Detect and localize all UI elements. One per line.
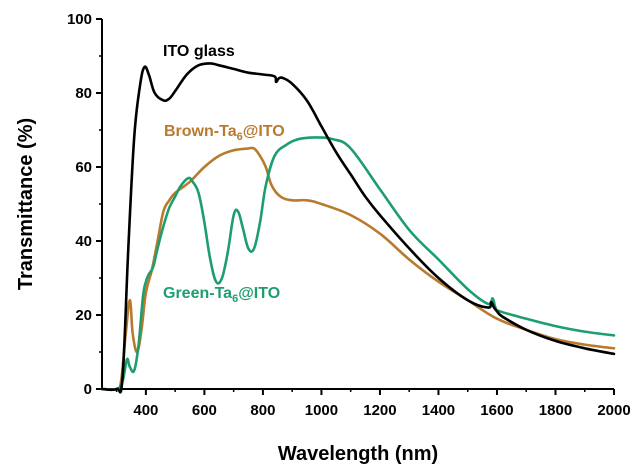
x-tick-label: 1200 (363, 402, 396, 419)
series-lines (100, 62, 616, 394)
series-line-0 (100, 62, 616, 394)
x-tick-label: 800 (250, 402, 275, 419)
y-tick-label: 100 (67, 11, 92, 28)
x-tick-label: 600 (192, 402, 217, 419)
series-line-2 (100, 136, 616, 391)
y-tick-label: 40 (75, 233, 92, 250)
series-labels: ITO glass Brown-Ta6@ITO Green-Ta6@ITO (163, 43, 285, 305)
x-tick-label: 1000 (305, 402, 338, 419)
x-axis-title: Wavelength (nm) (278, 443, 438, 464)
y-ticks: 0 20 40 60 80 100 (67, 11, 102, 398)
x-ticks: 400 600 800 1000 1200 1400 1600 1800 2000 (115, 389, 631, 419)
series-label-green: Green-Ta6@ITO (163, 285, 280, 305)
series-label-ito-glass: ITO glass (163, 43, 235, 60)
x-tick-label: 1800 (539, 402, 572, 419)
x-tick-label: 2000 (597, 402, 630, 419)
y-tick-label: 0 (84, 381, 92, 398)
y-tick-label: 20 (75, 307, 92, 324)
x-tick-label: 1400 (422, 402, 455, 419)
x-tick-label: 1600 (480, 402, 513, 419)
x-tick-label: 400 (133, 402, 158, 419)
y-axis-title: Transmittance (%) (15, 118, 37, 290)
y-tick-label: 60 (75, 159, 92, 176)
y-tick-label: 80 (75, 85, 92, 102)
series-label-brown: Brown-Ta6@ITO (164, 123, 285, 143)
